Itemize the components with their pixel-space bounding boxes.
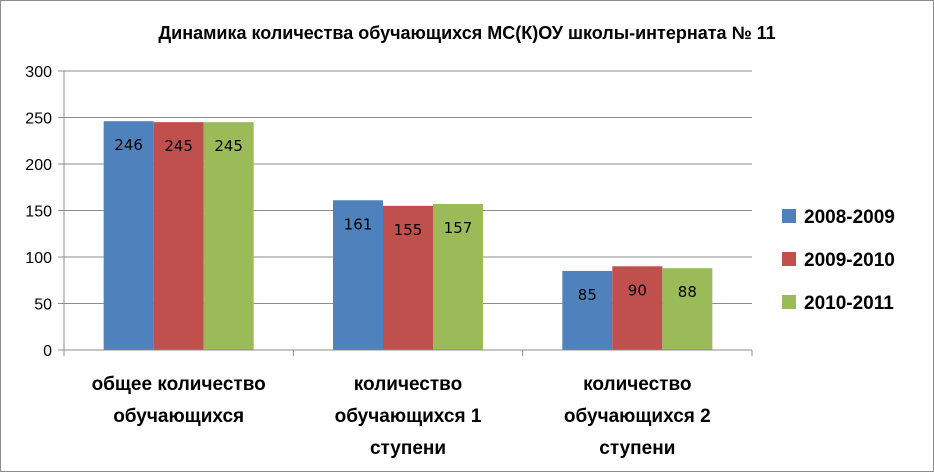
y-tick-label: 150 [25, 204, 52, 221]
category-label: обучающихся [113, 406, 244, 427]
y-tick-label: 0 [43, 343, 52, 360]
category-label: обучающихся 1 [335, 406, 482, 427]
category-label: ступени [370, 438, 446, 459]
y-axis: 0 50 100 150 200 250 300 [25, 64, 65, 360]
data-label: 246 [114, 136, 143, 154]
data-label: 85 [578, 286, 597, 304]
data-label: 88 [678, 283, 697, 301]
category-label: общее количество [92, 374, 266, 395]
data-label: 245 [214, 137, 243, 155]
category-label: обучающихся 2 [564, 406, 711, 427]
legend: 2008-2009 2009-2010 2010-2011 [782, 207, 895, 314]
bar [103, 121, 154, 350]
data-label: 155 [394, 221, 423, 239]
bar [333, 200, 383, 350]
legend-label: 2010-2011 [804, 293, 894, 314]
bar [433, 203, 483, 350]
category-label: ступени [599, 438, 675, 459]
bars [103, 121, 713, 351]
legend-label: 2009-2010 [804, 250, 895, 271]
bar [153, 122, 204, 351]
y-tick-label: 300 [25, 64, 52, 81]
x-axis: общее количество обучающихся количество обу… [63, 349, 753, 459]
legend-swatch [782, 295, 796, 309]
data-label: 90 [628, 281, 647, 299]
y-tick-label: 250 [25, 111, 52, 128]
data-label: 245 [164, 137, 193, 155]
bar [203, 122, 254, 351]
bar [612, 266, 663, 350]
data-label: 161 [344, 215, 373, 233]
data-label: 157 [444, 219, 473, 237]
data-labels: 246 245 245 161 155 157 85 90 88 [114, 136, 697, 304]
y-tick-label: 200 [25, 157, 52, 174]
bar [383, 205, 433, 350]
legend-swatch [782, 252, 796, 266]
category-label: количество [354, 374, 462, 395]
chart-title: Динамика количества обучающихся МС(К)ОУ … [158, 23, 775, 43]
legend-swatch [782, 209, 796, 223]
category-label: количество [583, 374, 691, 395]
bar [662, 268, 713, 350]
y-tick-label: 50 [34, 297, 52, 314]
legend-label: 2008-2009 [804, 207, 895, 228]
y-tick-label: 100 [25, 250, 52, 267]
bar [562, 270, 613, 350]
